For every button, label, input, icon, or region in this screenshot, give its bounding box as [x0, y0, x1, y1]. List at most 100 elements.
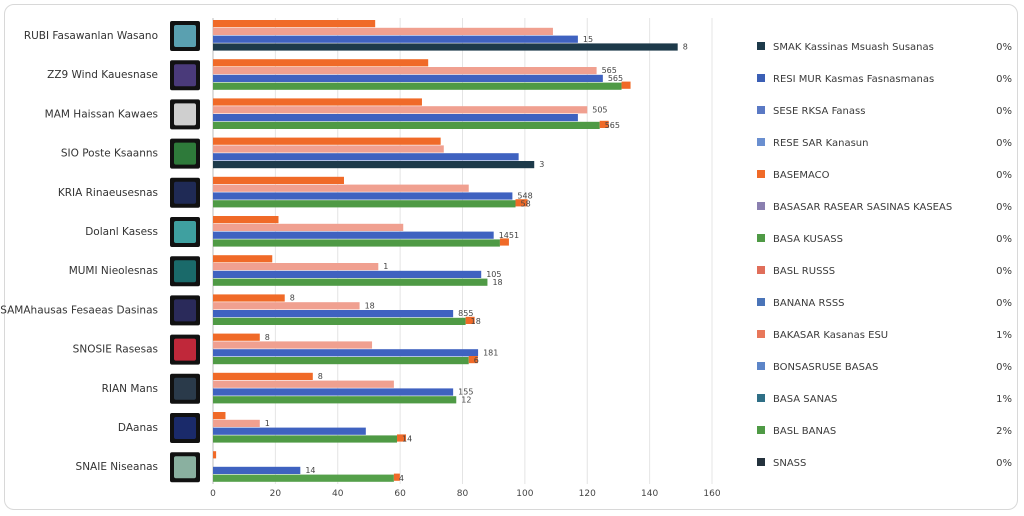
legend-swatch: [757, 170, 765, 178]
bar: [213, 294, 285, 302]
bar: [213, 357, 469, 365]
legend-value: 0%: [996, 266, 1012, 277]
legend-value: 0%: [996, 202, 1012, 213]
category-label: MAM Haissan Kawaes: [45, 108, 158, 120]
data-label: 565: [608, 74, 623, 83]
data-label: 181: [483, 348, 498, 357]
bar: [213, 82, 622, 90]
category-label: KRIA Rinaeusesnas: [58, 187, 158, 199]
legend-label: BASA SANAS: [773, 394, 837, 405]
legend-value: 0%: [996, 138, 1012, 149]
legend-swatch: [757, 426, 765, 434]
data-label: 18: [365, 301, 375, 310]
bar: [213, 239, 500, 247]
legend-value: 0%: [996, 234, 1012, 245]
legend-label: SESE RKSA Fanass: [773, 106, 865, 117]
legend-label: BANANA RSSS: [773, 298, 845, 309]
bar: [213, 419, 260, 427]
legend-label: RESE SAR Kanasun: [773, 138, 868, 149]
data-label: 548: [517, 192, 532, 201]
bar-stub: [393, 473, 400, 481]
data-label: 14: [402, 435, 412, 444]
bar: [213, 302, 360, 310]
legend-value: 0%: [996, 362, 1012, 373]
legend-value: 2%: [996, 426, 1012, 437]
legend-value: 1%: [996, 394, 1012, 405]
bar: [213, 176, 344, 184]
bar: [213, 396, 457, 404]
green-grid-thumbnail-icon: [174, 142, 196, 165]
bar: [213, 184, 469, 192]
legend-value: 0%: [996, 458, 1012, 469]
legend-value: 0%: [996, 106, 1012, 117]
data-label: 8: [265, 333, 270, 342]
legend-label: SNASS: [773, 458, 806, 469]
legend-label: BASA KUSASS: [773, 234, 843, 245]
bar: [213, 333, 260, 341]
legend-swatch: [757, 394, 765, 402]
data-label: 1: [265, 419, 270, 428]
data-label: 8: [683, 43, 688, 52]
text-screen-thumbnail-icon: [174, 64, 196, 87]
legend-label: BAKASAR Kasanas ESU: [773, 330, 888, 341]
bar: [213, 341, 373, 349]
category-label: SIO Poste Ksaanns: [61, 148, 158, 160]
x-tick-label: 0: [210, 489, 216, 499]
category-label: Dolanl Kasess: [85, 226, 158, 238]
gear-thumbnail-icon: [174, 221, 196, 243]
bar: [213, 153, 519, 161]
legend-label: BASL RUSSS: [773, 266, 835, 277]
legend-swatch: [757, 266, 765, 274]
bar: [213, 231, 494, 239]
bar: [213, 161, 535, 169]
category-label: RIAN Mans: [102, 383, 158, 395]
bar: [213, 137, 441, 145]
x-tick-label: 20: [270, 489, 282, 499]
bar: [213, 223, 404, 231]
data-label: 6: [474, 356, 479, 365]
category-label: DAanas: [118, 422, 158, 434]
x-tick-label: 40: [332, 489, 344, 499]
legend-swatch: [757, 330, 765, 338]
legend-swatch: [757, 298, 765, 306]
red-grid-thumbnail-icon: [174, 338, 196, 361]
bar-stub: [468, 356, 478, 364]
data-label: 4: [399, 474, 404, 483]
bar: [213, 59, 429, 67]
bar: [213, 388, 454, 396]
bar-stub: [515, 199, 528, 207]
bar-stub: [621, 81, 631, 89]
bar-stub: [499, 238, 509, 246]
legend-swatch: [757, 138, 765, 146]
data-label: 58: [521, 199, 531, 208]
bar: [213, 216, 279, 224]
data-label: 105: [486, 270, 501, 279]
data-label: 565: [602, 66, 617, 75]
x-tick-label: 120: [579, 489, 596, 499]
data-label: 18: [471, 317, 481, 326]
legend-value: 0%: [996, 42, 1012, 53]
bar: [213, 200, 516, 208]
bar-stub: [397, 434, 407, 442]
bar: [213, 474, 394, 482]
bar: [213, 451, 217, 459]
bar: [213, 270, 482, 278]
bar: [213, 310, 454, 318]
x-tick-label: 140: [641, 489, 658, 499]
bar: [213, 278, 488, 286]
robot-thumbnail-icon: [174, 25, 196, 47]
legend-value: 1%: [996, 330, 1012, 341]
bar: [213, 98, 422, 106]
bar: [213, 121, 600, 129]
x-tick-label: 80: [457, 489, 469, 499]
legend-value: 0%: [996, 298, 1012, 309]
bar: [213, 427, 366, 435]
bar: [213, 372, 313, 380]
data-label: 8: [290, 294, 295, 303]
bar: [213, 435, 398, 443]
category-label: SAMAhausas Fesaeas Dasinas: [0, 304, 158, 316]
legend-label: BASL BANAS: [773, 426, 836, 437]
category-label: RUBI Fasawanlan Wasano: [24, 30, 158, 42]
data-label: 8: [318, 372, 323, 381]
